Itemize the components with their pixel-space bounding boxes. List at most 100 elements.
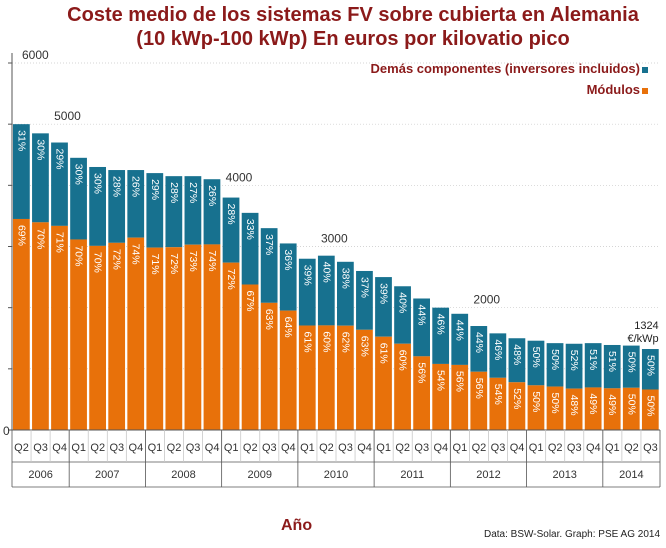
bar-other-label: 44% bbox=[416, 304, 428, 325]
bar-other-label: 38% bbox=[339, 268, 351, 289]
bar-other bbox=[51, 142, 68, 226]
bar-modules bbox=[165, 247, 183, 430]
x-tick-label: Q2 bbox=[319, 442, 334, 454]
bar-other bbox=[241, 212, 259, 285]
bar-modules bbox=[146, 247, 164, 430]
bar-other-label: 50% bbox=[530, 347, 542, 368]
bar-other bbox=[508, 338, 526, 383]
legend-modules-swatch bbox=[642, 88, 648, 94]
bar-other bbox=[108, 170, 126, 243]
end-value-label: 1324 bbox=[634, 320, 658, 332]
bar-modules-label: 52% bbox=[511, 388, 523, 409]
value-annotation: 6000 bbox=[22, 48, 49, 62]
bar-modules-label: 72% bbox=[168, 253, 180, 274]
x-tick-label: Q1 bbox=[148, 442, 163, 454]
bar-modules-label: 70% bbox=[92, 252, 104, 273]
x-tick-label: Q3 bbox=[643, 442, 658, 454]
bar-other-label: 44% bbox=[473, 332, 485, 353]
bar-other bbox=[279, 243, 297, 311]
year-label: 2011 bbox=[400, 469, 424, 481]
bar-modules-label: 56% bbox=[416, 362, 428, 383]
bar-modules bbox=[451, 364, 469, 430]
bar-modules-label: 50% bbox=[530, 391, 542, 412]
bar-modules bbox=[356, 329, 373, 430]
bar-other bbox=[451, 313, 469, 365]
legend-other: Demás componentes (inversores incluidos) bbox=[371, 61, 640, 76]
bar-modules-label: 54% bbox=[492, 384, 504, 405]
legend-modules: Módulos bbox=[587, 82, 640, 97]
bar-modules-label: 60% bbox=[320, 331, 332, 352]
bar-modules bbox=[298, 325, 316, 430]
bar-other bbox=[89, 166, 106, 246]
x-tick-label: Q2 bbox=[548, 442, 563, 454]
bar-other bbox=[641, 349, 659, 390]
bar-modules bbox=[394, 343, 411, 430]
bar-other-label: 37% bbox=[263, 234, 275, 255]
x-tick-label: Q4 bbox=[129, 442, 144, 454]
x-tick-label: Q1 bbox=[376, 442, 391, 454]
bar-other-label: 51% bbox=[606, 351, 618, 372]
bar-other-label: 33% bbox=[244, 219, 256, 240]
bar-other-label: 51% bbox=[587, 349, 599, 370]
legend-other-label: Demás componentes (inversores incluidos) bbox=[370, 61, 640, 76]
bar-modules-label: 69% bbox=[15, 225, 27, 246]
bar-other bbox=[32, 133, 49, 223]
value-annotation: 4000 bbox=[226, 170, 253, 184]
x-tick-label: Q3 bbox=[109, 442, 124, 454]
year-label: 2008 bbox=[171, 469, 195, 481]
bar-modules bbox=[70, 239, 87, 430]
bar-modules-label: 50% bbox=[644, 396, 656, 417]
bar-modules bbox=[622, 387, 640, 430]
bar-modules bbox=[489, 377, 507, 430]
bar-modules-label: 48% bbox=[568, 395, 580, 416]
bar-modules-label: 56% bbox=[473, 378, 485, 399]
bar-modules-label: 50% bbox=[549, 393, 561, 414]
bar-other bbox=[203, 179, 221, 245]
x-tick-label: Q4 bbox=[433, 442, 448, 454]
bar-modules-label: 54% bbox=[435, 370, 447, 391]
year-label: 2013 bbox=[552, 469, 576, 481]
x-tick-label: Q2 bbox=[167, 442, 182, 454]
bar-modules-label: 50% bbox=[625, 394, 637, 415]
x-tick-label: Q1 bbox=[605, 442, 620, 454]
bar-modules bbox=[641, 389, 659, 430]
bar-other bbox=[527, 340, 545, 386]
bar-other bbox=[260, 228, 278, 303]
bar-modules bbox=[584, 387, 602, 430]
bar-other bbox=[432, 307, 450, 364]
bar-other bbox=[603, 344, 621, 389]
bar-modules bbox=[241, 284, 259, 430]
year-label: 2009 bbox=[248, 469, 272, 481]
x-tick-label: Q4 bbox=[281, 442, 296, 454]
bar-other bbox=[70, 157, 87, 240]
bar-other-label: 27% bbox=[187, 182, 199, 203]
x-tick-label: Q3 bbox=[262, 442, 277, 454]
bar-modules bbox=[603, 388, 621, 430]
x-tick-label: Q2 bbox=[395, 442, 410, 454]
bar-other-label: 50% bbox=[549, 349, 561, 370]
bar-other bbox=[546, 343, 564, 387]
bar-other bbox=[165, 176, 183, 248]
bar-modules-label: 67% bbox=[244, 291, 256, 312]
source-note: Data: BSW-Solar. Graph: PSE AG 2014 bbox=[483, 529, 660, 540]
bar-modules bbox=[317, 325, 335, 430]
bar-other bbox=[298, 258, 316, 326]
bar-other-label: 30% bbox=[92, 173, 104, 194]
bar-other-label: 46% bbox=[435, 314, 447, 335]
bar-modules bbox=[108, 242, 126, 430]
bar-other-label: 48% bbox=[511, 344, 523, 365]
x-tick-label: Q3 bbox=[414, 442, 429, 454]
x-tick-label: Q3 bbox=[338, 442, 353, 454]
x-tick-label: Q1 bbox=[453, 442, 468, 454]
bar-modules bbox=[546, 386, 564, 430]
bar-modules bbox=[203, 244, 221, 430]
bar-modules-label: 60% bbox=[397, 350, 409, 371]
bar-modules bbox=[470, 371, 488, 430]
bar-modules bbox=[375, 336, 392, 430]
x-tick-label: Q4 bbox=[510, 442, 525, 454]
x-tick-label: Q1 bbox=[224, 442, 239, 454]
bar-modules bbox=[184, 244, 202, 430]
bar-other bbox=[375, 277, 392, 337]
x-tick-label: Q1 bbox=[300, 442, 315, 454]
